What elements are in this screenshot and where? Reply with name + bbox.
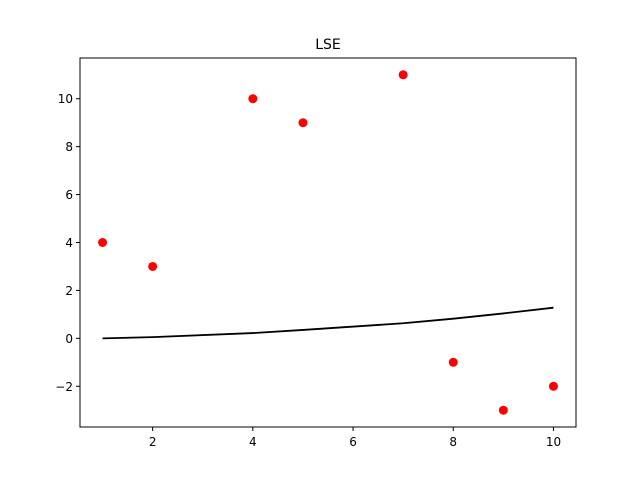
data-point: [548, 381, 558, 391]
data-point: [98, 238, 108, 247]
fit-line: [102, 306, 554, 340]
x-tick-label: 2: [149, 435, 157, 449]
y-tick-label: 0: [65, 332, 73, 346]
y-tick-label: 6: [65, 188, 73, 202]
axes: 2 4 6 8 10 −2 0 2 4 6 8 10: [55, 57, 577, 449]
x-tick-label: 10: [546, 435, 561, 449]
data-point: [298, 118, 308, 128]
data-point: [148, 261, 158, 271]
y-tick-label: 10: [58, 92, 73, 106]
data-point: [498, 405, 508, 415]
data-point: [248, 94, 258, 104]
y-tick-label: −2: [55, 380, 73, 394]
x-tick-label: 8: [449, 435, 457, 449]
data-point: [398, 70, 408, 80]
plot-area: [98, 70, 558, 415]
data-point: [448, 357, 458, 367]
x-tick-label: 4: [249, 435, 257, 449]
chart-title: LSE: [315, 37, 341, 53]
x-tick-label: 6: [349, 435, 357, 449]
y-tick-label: 8: [65, 140, 73, 154]
y-tick-label: 4: [65, 236, 73, 250]
y-tick-label: 2: [65, 284, 73, 298]
